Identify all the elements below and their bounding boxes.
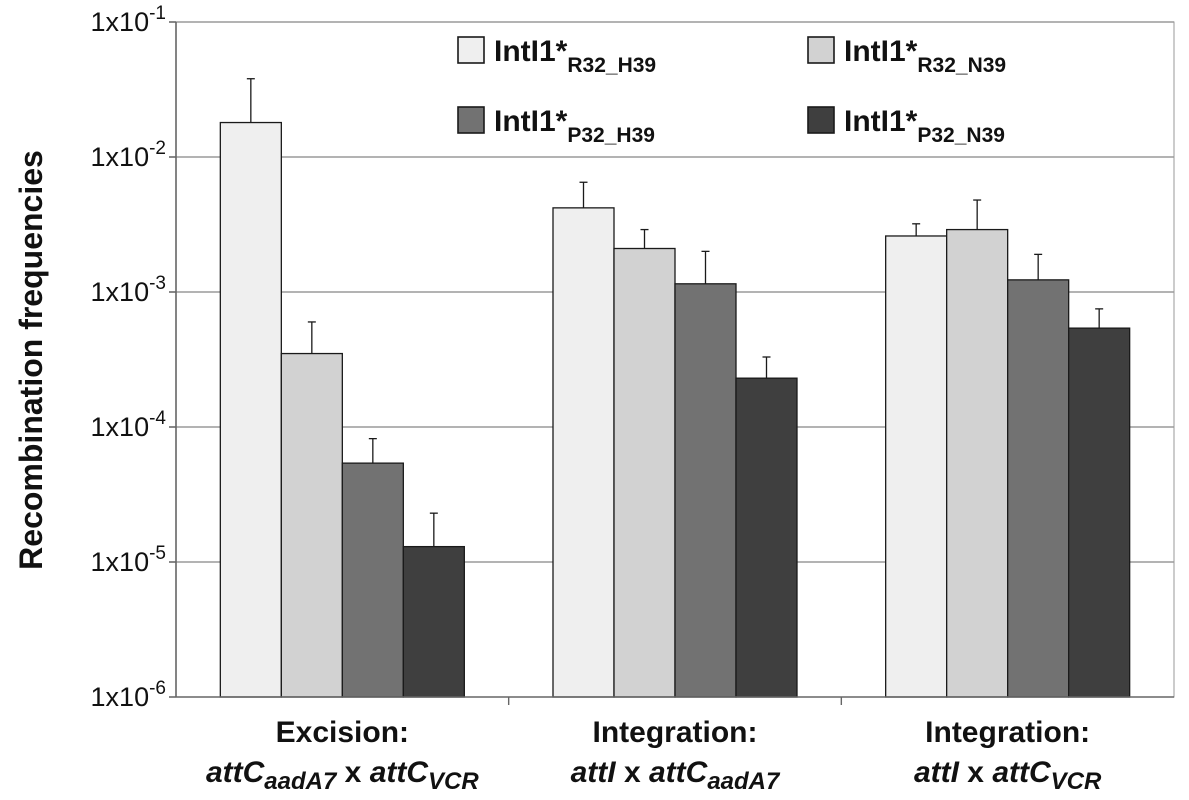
bar [735,377,798,698]
category-label-line2: attI x attCVCR [914,756,1102,795]
category-labels: Excision: attCaadA7 x attCVCR Integration:… [206,716,1102,795]
y-tick-label: 1x10-4 [91,408,167,442]
bar [885,235,948,698]
y-tick-labels: 1x10-6 1x10-5 1x10-4 1x10-3 1x10-2 1x10-1 [91,3,167,712]
y-tick-label: 1x10-1 [91,3,166,37]
category-label-line2: attCaadA7 x attCVCR [206,756,479,795]
legend-label: IntI1*R32_H39 [494,35,656,77]
legend-swatch [807,106,835,134]
y-tick-label: 1x10-5 [91,543,166,577]
y-tick-label: 1x10-3 [91,273,166,307]
bars [219,121,1131,698]
axes [169,21,1174,705]
legend-label: IntI1*R32_N39 [844,35,1006,77]
category-label-line2: attI x attCaadA7 [571,756,781,795]
bar [341,462,404,698]
bar [552,207,615,698]
legend-swatch [807,36,835,64]
legend-swatch [457,106,485,134]
bar [1068,327,1131,698]
bar [402,545,465,698]
bar [219,121,282,698]
category-label-line1: Excision: [276,716,409,749]
bar [613,247,676,698]
y-tick-label: 1x10-2 [91,138,166,172]
y-axis-label: Recombination frequencies [13,150,49,570]
legend-label: IntI1*P32_H39 [494,105,655,147]
legend: IntI1*R32_H39 IntI1*R32_N39 IntI1*P32_H39 I… [457,35,1006,147]
y-tick-label: 1x10-6 [91,678,166,712]
error-bars [246,78,1104,547]
category-label-line1: Integration: [925,716,1090,749]
bar [946,228,1009,698]
bar [1007,279,1070,698]
category-label-line1: Integration: [593,716,758,749]
bar [674,283,737,698]
legend-swatch [457,36,485,64]
legend-label: IntI1*P32_N39 [844,105,1005,147]
bar [280,352,343,698]
